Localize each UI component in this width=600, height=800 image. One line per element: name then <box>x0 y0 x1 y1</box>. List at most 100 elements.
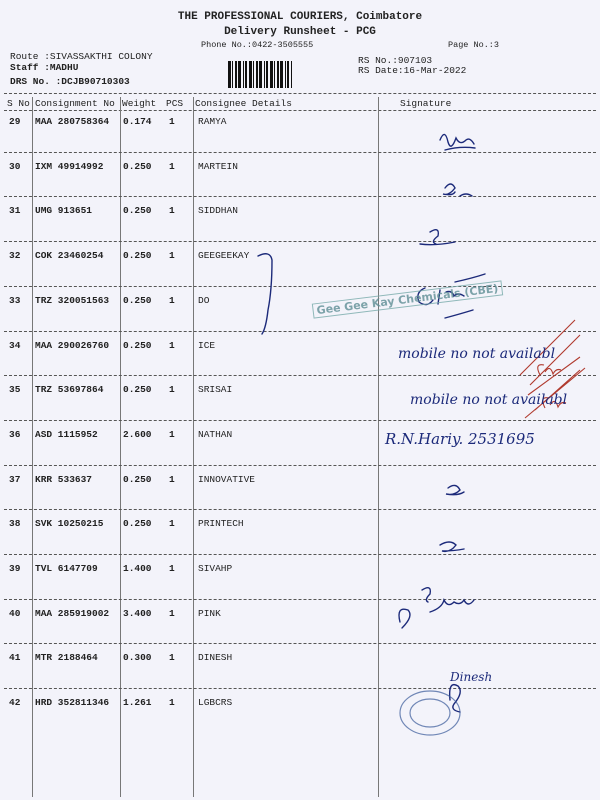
barcode-bar <box>235 61 237 88</box>
row-consignee: SIDDHAN <box>198 205 238 217</box>
handwritten-note: mobile no not availabl <box>410 392 568 408</box>
row-consignment-no: SVK 10250215 <box>35 518 104 530</box>
red-strike <box>519 319 586 419</box>
row-sno: 36 <box>9 428 21 440</box>
row-consignee: PRINTECH <box>198 518 244 530</box>
row-consignment-no: KRR 533637 <box>35 473 93 485</box>
row-pcs: 1 <box>169 116 175 127</box>
row-sno: 40 <box>9 607 21 619</box>
row-divider <box>4 509 596 511</box>
row-consignee: SIVAHP <box>198 563 233 574</box>
row-pcs: 1 <box>169 339 175 351</box>
signature-30 <box>442 183 473 197</box>
row-consignment-no: MAA 285919002 <box>35 607 110 619</box>
row-pcs: 1 <box>169 384 175 396</box>
signature-29 <box>439 133 476 151</box>
column-header-consignment: Consignment No <box>35 98 115 109</box>
barcode-bar <box>285 61 286 88</box>
row-consignee: GEEGEEKAY <box>198 250 250 262</box>
row-consignee: MARTEIN <box>198 160 238 172</box>
document-subtitle: Delivery Runsheet - PCG <box>224 26 376 38</box>
barcode-bar <box>245 61 247 88</box>
row-divider <box>4 554 596 555</box>
company-title: THE PROFESSIONAL COURIERS, Coimbatore <box>177 11 423 23</box>
row-divider <box>4 375 596 377</box>
row-consignee: DO <box>198 294 210 306</box>
signature-40 <box>398 587 475 629</box>
column-header-pcs: PCS <box>166 98 184 109</box>
row-weight: 0.250 <box>123 250 152 262</box>
column-divider <box>120 97 121 797</box>
column-header-weight: Weight <box>122 98 157 109</box>
row-weight: 0.250 <box>123 384 152 396</box>
row-sno: 31 <box>9 205 21 217</box>
row-weight: 0.300 <box>123 652 152 664</box>
barcode-bar <box>228 61 231 88</box>
row-weight: 1.261 <box>123 697 152 709</box>
barcode-bar <box>287 61 289 88</box>
row-sno: 34 <box>9 339 21 351</box>
row-sno: 29 <box>9 116 21 127</box>
row-sno: 42 <box>9 697 21 709</box>
barcode-bar <box>291 61 292 88</box>
signature-33 <box>417 273 486 319</box>
row-weight: 0.174 <box>123 116 152 127</box>
row-pcs: 1 <box>169 428 175 440</box>
row-consignee: NATHAN <box>198 428 233 440</box>
row-weight: 0.250 <box>123 473 152 485</box>
signature-41: Dinesh <box>450 670 493 684</box>
rs-date: RS Date:16-Mar-2022 <box>358 65 467 76</box>
row-consignee: RAMYA <box>198 116 227 127</box>
handwritten-note: mobile no not availabl <box>398 346 556 362</box>
row-divider <box>4 196 596 198</box>
row-sno: 30 <box>9 160 21 172</box>
row-sno: 33 <box>9 294 21 306</box>
row-weight: 2.600 <box>123 428 152 440</box>
barcode-bar <box>266 61 268 88</box>
row-weight: 0.250 <box>123 339 152 351</box>
column-header-signature: Signature <box>400 98 452 109</box>
row-weight: 3.400 <box>123 607 152 619</box>
barcode-bar <box>238 61 241 88</box>
signature-38 <box>439 541 465 553</box>
barcode-bar <box>243 61 244 88</box>
row-consignment-no: MAA 280758364 <box>35 116 110 127</box>
phone-number: Phone No.:0422-3505555 <box>201 40 314 50</box>
row-consignment-no: ASD 1115952 <box>35 428 98 440</box>
row-divider <box>4 151 596 153</box>
row-sno: 39 <box>9 563 21 574</box>
column-header-consignee: Consignee Details <box>195 98 292 109</box>
signature-42 <box>448 683 461 713</box>
column-divider <box>193 97 194 797</box>
row-divider <box>4 688 596 690</box>
row-sno: 37 <box>9 473 21 485</box>
row-divider <box>4 419 596 421</box>
row-divider <box>4 598 596 600</box>
row-consignment-no: UMG 913651 <box>35 205 93 217</box>
row-weight: 1.400 <box>123 563 152 574</box>
row-consignee: ICE <box>198 339 216 351</box>
barcode-bar <box>253 61 254 88</box>
row-pcs: 1 <box>169 607 175 619</box>
row-pcs: 1 <box>169 652 175 664</box>
row-pcs: 1 <box>169 160 175 172</box>
row-consignment-no: TRZ 53697864 <box>35 384 104 396</box>
column-divider <box>378 97 379 797</box>
barcode <box>228 61 292 88</box>
divider <box>4 93 596 94</box>
row-pcs: 1 <box>169 250 175 262</box>
row-consignment-no: TVL 6147709 <box>35 563 98 574</box>
drs-number: DRS No. :DCJB90710303 <box>10 76 130 87</box>
handwritten-receiver: R.N.Hariy. 2531695 <box>385 430 535 448</box>
seal-stamp <box>399 690 461 736</box>
row-consignment-no: TRZ 320051563 <box>35 294 110 306</box>
barcode-bar <box>249 61 252 88</box>
consignee-bracket <box>257 253 273 335</box>
barcode-bar <box>280 61 283 88</box>
barcode-bar <box>256 61 258 88</box>
row-pcs: 1 <box>169 473 175 485</box>
row-weight: 0.250 <box>123 160 152 172</box>
row-consignee: INNOVATIVE <box>198 473 256 485</box>
row-pcs: 1 <box>169 294 175 306</box>
